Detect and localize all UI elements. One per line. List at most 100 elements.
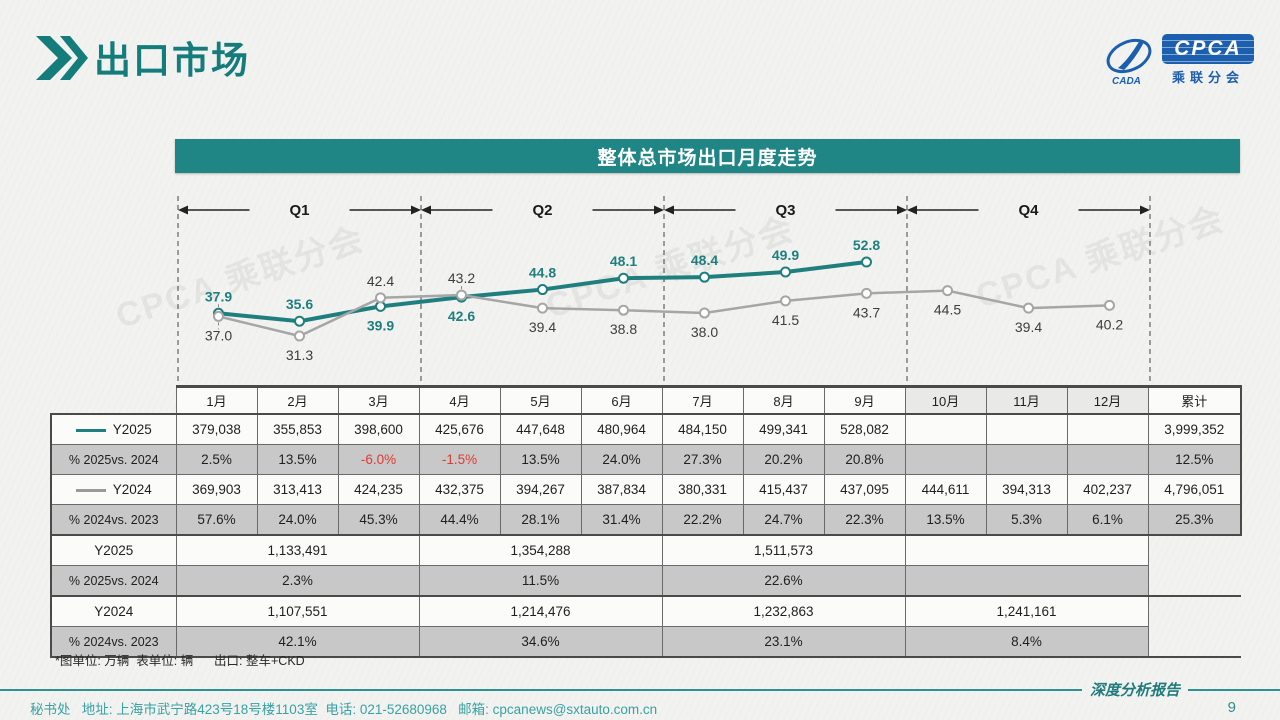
cumulative-gap [1148,534,1241,566]
quarter-cell: 2.3% [175,565,420,597]
table-cell: 6.1% [1066,504,1149,536]
table-cell: 45.3% [337,504,420,536]
data-point [699,271,710,283]
data-label: 52.8 [853,237,880,253]
table-row: % 2025vs. 2024 2.5% 13.5% -6.0% -1.5% 13.5% 24… [50,444,1242,475]
data-label: 44.8 [529,265,556,281]
quarter-cell: 1,232,863 [661,595,906,627]
table-cell: 2.5% [175,444,258,475]
table-cell: 13.5% [904,504,987,536]
table-row: Y2024 369,903 313,413 424,235 432,375 394,267… [50,474,1242,505]
header-gap [51,387,176,415]
data-label: 40.2 [1096,316,1123,332]
quarter-label: Q4 [1018,202,1039,219]
legend-swatch [75,488,106,492]
quarter-cell: 1,241,161 [904,595,1149,627]
data-label: 43.2 [448,270,475,286]
table-cell: 4,796,051 [1147,474,1242,505]
column-header: 8月 [742,385,825,415]
table-cell: 355,853 [256,413,339,445]
monthly-trend-line-chart: Q1 Q2 Q3 Q4 37.9 35.6 39.9 42.6 44.8 48.1 48.4 49.9… [177,196,1151,382]
table-cell: -6.0% [337,444,420,475]
data-label: 38.0 [691,324,718,340]
cada-emblem-icon: CADA [1106,38,1152,87]
data-label: 42.4 [367,273,394,289]
table-cell [904,413,987,445]
row-label: % 2024vs. 2023 [50,504,177,536]
cpca-brand-badge: CPCA [1162,34,1254,64]
table-cell: 27.3% [661,444,744,475]
data-point [537,284,548,296]
table-cell [985,444,1068,475]
table-cell: 57.6% [175,504,258,536]
table-cell: 31.4% [580,504,663,536]
table-cell: 28.1% [499,504,582,536]
cpca-logo: CADA CPCA 乘联分会 [1100,32,1254,88]
data-label: 35.6 [286,296,313,312]
quarter-cell: 23.1% [661,626,906,658]
data-label: 39.4 [1015,319,1042,335]
column-header: 10月 [904,385,987,415]
cumulative-gap [1148,626,1241,658]
table-cell: 447,648 [499,413,582,445]
units-footnote: *图单位: 万辆 表单位: 辆 出口: 整车+CKD [55,654,305,668]
report-label: 深度分析报告 [1090,683,1181,699]
data-point [780,266,791,278]
table-cell: 444,611 [904,474,987,505]
data-label: 39.4 [529,319,556,335]
table-cell: 394,267 [499,474,582,505]
data-point [375,292,386,304]
report-label-group: 深度分析报告 [1048,679,1280,700]
quarter-label: Q2 [532,202,552,219]
data-label: 38.8 [610,321,637,337]
table-cell: 484,150 [661,413,744,445]
table-cell: 369,903 [175,474,258,505]
double-chevron-icon [36,36,88,80]
table-cell: 437,095 [823,474,906,505]
table-cell: 44.4% [418,504,501,536]
quarter-cell: 11.5% [418,565,663,597]
cumulative-gap [1148,595,1241,627]
page-title: 出口市场 [94,40,250,81]
table-cell: 24.0% [256,504,339,536]
cpca-sub-brand: 乘联分会 [1171,70,1244,85]
series-line-Y2024 [218,289,1110,338]
data-point [1104,299,1115,311]
data-point [861,256,872,268]
data-label: 44.5 [934,302,961,318]
table-row: Y2025 379,038 355,853 398,600 425,676 447,648… [50,413,1242,445]
data-point [618,272,629,284]
data-label: 31.3 [286,347,313,363]
data-point [618,304,629,316]
quarter-cell: 34.6% [418,626,663,658]
table-cell: 5.3% [985,504,1068,536]
page-number: 9 [1227,699,1236,716]
data-point [213,310,224,322]
table-cell [1066,413,1149,445]
column-header: 4月 [418,385,501,415]
quarter-cell: 1,214,476 [418,595,663,627]
table-cell: 24.0% [580,444,663,475]
row-label: Y2024 [50,474,177,505]
row-label: Y2025 [50,534,177,566]
quarter-label: Q1 [289,202,309,219]
table-header-row: 1月 2月 3月 4月 5月 6月 7月 8月 9月 10月 11月 12月 累计 [51,385,1242,415]
table-row: Y2025 1,133,491 1,354,288 1,511,573 [50,534,1241,566]
table-row: Y2024 1,107,551 1,214,476 1,232,863 1,241,16… [50,595,1241,627]
quarter-cell [904,534,1149,566]
data-label: 48.4 [691,252,718,268]
quarter-cell: 1,511,573 [661,534,906,566]
footer-divider [0,689,1048,691]
data-label: 48.1 [610,253,637,269]
row-label: % 2025vs. 2024 [50,565,177,597]
table-cell: 3,999,352 [1147,413,1242,445]
table-cell [1066,444,1149,475]
row-label: % 2025vs. 2024 [50,444,177,475]
data-point [294,330,305,342]
table-cell: 499,341 [742,413,825,445]
data-point [456,289,467,301]
table-cell: 424,235 [337,474,420,505]
quarter-cell: 22.6% [661,565,906,597]
table-cell: 380,331 [661,474,744,505]
